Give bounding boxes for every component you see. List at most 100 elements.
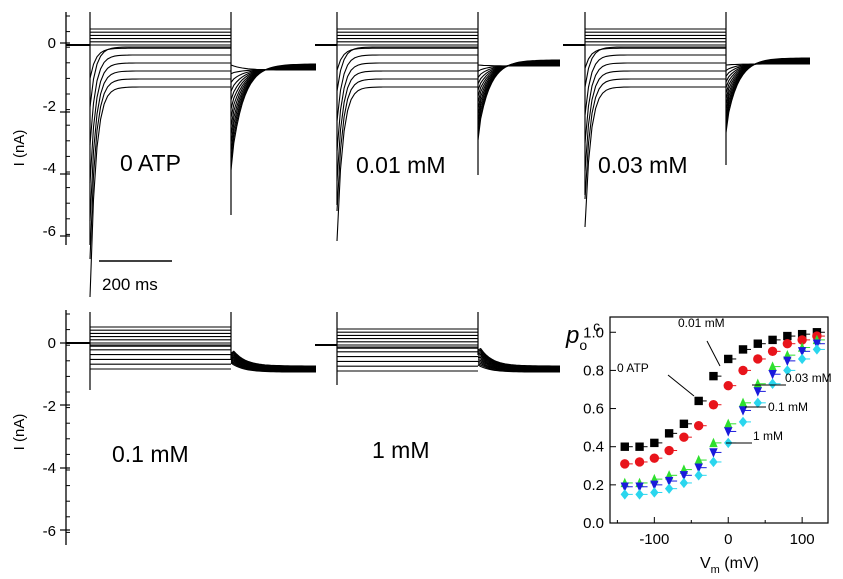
x-axis-title: Vm (mV) bbox=[700, 555, 759, 576]
annotation-0-atp: 0 ATP bbox=[617, 361, 649, 375]
data-point bbox=[650, 438, 659, 448]
plot-marks bbox=[620, 328, 825, 500]
ytick-label: -4 bbox=[43, 160, 56, 177]
data-point bbox=[797, 347, 807, 357]
data-point bbox=[753, 378, 762, 388]
tail-current-trace bbox=[230, 65, 316, 144]
data-point bbox=[738, 397, 748, 408]
plot-frame bbox=[609, 316, 829, 524]
data-point bbox=[694, 396, 703, 406]
ytick-label: 0 bbox=[48, 335, 56, 352]
data-point bbox=[709, 448, 718, 458]
data-point bbox=[738, 416, 748, 428]
data-point bbox=[709, 456, 718, 468]
annotation-1-mm: 1 mM bbox=[753, 429, 783, 443]
ytick-label: -2 bbox=[43, 98, 56, 115]
data-point bbox=[694, 454, 703, 465]
data-point bbox=[797, 335, 807, 345]
ytick-label: 0 bbox=[48, 35, 56, 52]
data-point bbox=[768, 378, 777, 389]
data-point bbox=[679, 477, 689, 489]
step-current-trace bbox=[336, 46, 478, 92]
step-current-trace bbox=[584, 70, 726, 172]
data-point bbox=[635, 489, 644, 500]
step-current-trace bbox=[584, 78, 726, 200]
data-point bbox=[753, 387, 762, 397]
data-point bbox=[694, 463, 703, 473]
series-1-mm bbox=[620, 344, 825, 500]
data-point bbox=[812, 344, 822, 355]
ylabel-bottom-row: I (nA) bbox=[11, 414, 28, 451]
data-point bbox=[650, 487, 659, 498]
data-point bbox=[753, 397, 762, 409]
data-point bbox=[738, 406, 748, 416]
series-0-1-mm bbox=[620, 339, 825, 492]
trace-panel bbox=[315, 312, 560, 385]
xtick-label: 100 bbox=[790, 531, 815, 548]
data-point bbox=[709, 437, 718, 448]
current-traces bbox=[66, 12, 811, 390]
scale-bar-label: 200 ms bbox=[102, 275, 158, 294]
step-current-trace bbox=[89, 62, 231, 184]
data-point bbox=[724, 354, 733, 364]
data-point bbox=[679, 432, 689, 442]
step-current-trace bbox=[89, 78, 231, 260]
annotation-0-03-mm: 0.03 mM bbox=[785, 371, 832, 385]
step-current-trace bbox=[336, 86, 478, 242]
ytick-label: -6 bbox=[43, 223, 56, 240]
step-current-trace bbox=[584, 47, 726, 69]
data-point bbox=[768, 370, 777, 380]
step-current-trace bbox=[336, 70, 478, 182]
panel-label-0-atp: 0 ATP bbox=[120, 150, 181, 176]
data-point bbox=[783, 331, 792, 341]
plot-ticks: 0.0 0.2 0.4 0.6 0.8 1.0 -100 0 100 bbox=[583, 324, 815, 548]
tail-current-trace bbox=[230, 350, 316, 367]
tail-current-trace bbox=[477, 61, 561, 116]
ylabel-top-row: I (nA) bbox=[11, 130, 28, 167]
tail-current-trace bbox=[477, 60, 560, 134]
y-axis-title: poc bbox=[565, 318, 600, 353]
data-point bbox=[768, 335, 777, 345]
step-current-trace bbox=[89, 47, 231, 79]
data-point bbox=[620, 442, 629, 451]
data-point bbox=[724, 427, 733, 437]
series-0-atp bbox=[620, 328, 825, 451]
data-point bbox=[620, 459, 630, 469]
tail-current-trace bbox=[477, 347, 560, 367]
panel-label-0-01-mm: 0.01 mM bbox=[356, 152, 445, 178]
data-point bbox=[664, 429, 674, 438]
tail-current-trace bbox=[230, 63, 316, 171]
data-point bbox=[797, 329, 807, 339]
data-point bbox=[620, 482, 629, 492]
data-point bbox=[649, 453, 660, 463]
data-point bbox=[767, 346, 778, 357]
data-point bbox=[783, 365, 792, 376]
tail-current-trace bbox=[725, 58, 811, 116]
trace-panel bbox=[66, 312, 316, 390]
data-point bbox=[694, 470, 703, 481]
data-point bbox=[738, 345, 748, 354]
step-current-trace bbox=[336, 62, 478, 152]
series-0-01-mm bbox=[620, 331, 825, 469]
step-current-trace bbox=[89, 70, 231, 222]
data-point bbox=[782, 339, 793, 349]
ytick-label: -4 bbox=[43, 460, 56, 477]
step-current-trace bbox=[89, 46, 231, 108]
data-point bbox=[635, 482, 644, 492]
data-point bbox=[709, 371, 718, 381]
open-probability-chart: 0.0 0.2 0.4 0.6 0.8 1.0 -100 0 100 poc Vm (mV) 0… bbox=[565, 316, 832, 576]
annotation-leader bbox=[667, 374, 695, 397]
data-point bbox=[679, 471, 689, 481]
ytick-label: 0.8 bbox=[583, 362, 604, 379]
ytick-label: 0.4 bbox=[583, 439, 604, 456]
xtick-label: 0 bbox=[724, 531, 732, 548]
ytick-label: -2 bbox=[43, 398, 56, 415]
step-current-trace bbox=[584, 54, 726, 116]
data-point bbox=[723, 380, 733, 391]
trace-panel bbox=[563, 12, 811, 228]
tail-current-trace bbox=[477, 59, 560, 141]
data-point bbox=[679, 419, 689, 429]
data-point bbox=[724, 418, 733, 429]
step-current-trace bbox=[89, 86, 231, 298]
